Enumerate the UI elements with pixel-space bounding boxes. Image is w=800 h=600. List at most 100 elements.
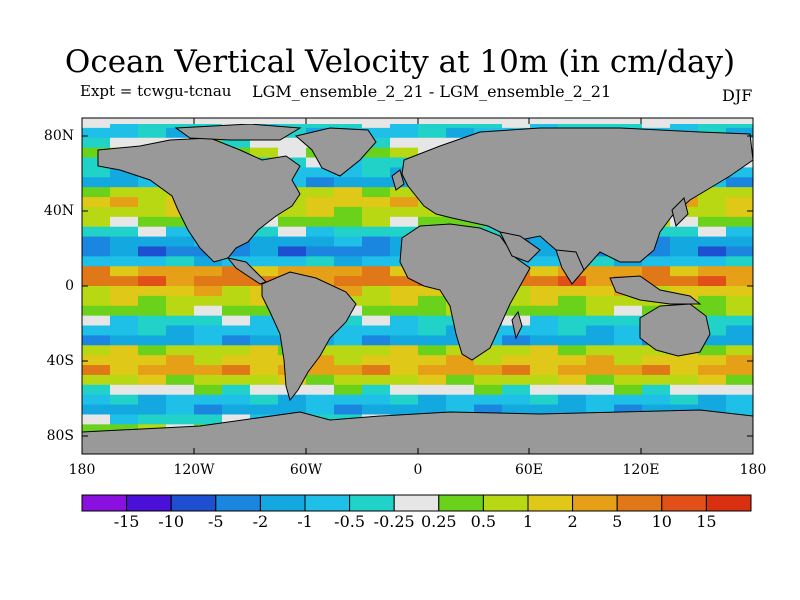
land-eurasia: [401, 127, 753, 271]
velocity-cell: [138, 305, 166, 317]
colorbar-label: 0.25: [420, 512, 457, 531]
velocity-cell: [194, 365, 222, 376]
velocity-cell: [166, 404, 194, 415]
velocity-cell: [306, 394, 334, 406]
velocity-cell: [334, 266, 362, 277]
velocity-cell: [334, 276, 362, 287]
land-british-isles: [391, 169, 405, 191]
velocity-cell: [110, 394, 138, 406]
velocity-cell: [558, 315, 586, 327]
velocity-cell: [138, 365, 166, 376]
velocity-cell: [586, 394, 614, 406]
velocity-cell: [418, 315, 446, 327]
velocity-cell: [530, 325, 558, 336]
velocity-cell: [82, 256, 110, 267]
velocity-cell: [250, 374, 278, 386]
velocity-cell: [698, 246, 726, 257]
velocity-cell: [614, 305, 642, 317]
velocity-cell: [446, 216, 474, 228]
velocity-cell: [138, 236, 166, 247]
velocity-cell: [334, 355, 362, 366]
velocity-cell: [82, 295, 110, 307]
velocity-cell: [390, 216, 418, 228]
velocity-cell: [698, 276, 726, 287]
velocity-cell: [670, 374, 698, 386]
velocity-cell: [614, 374, 642, 386]
velocity-cell: [334, 246, 362, 257]
velocity-cell: [110, 226, 138, 238]
velocity-cell: [334, 315, 362, 327]
velocity-cell: [362, 157, 390, 168]
velocity-cell: [614, 394, 642, 406]
velocity-cell: [166, 276, 194, 287]
velocity-cell: [558, 365, 586, 376]
season-label: DJF: [722, 86, 753, 105]
velocity-cell: [166, 266, 194, 277]
velocity-cell: [726, 295, 753, 307]
velocity-cell: [502, 374, 530, 386]
velocity-cell: [222, 394, 250, 406]
velocity-cell: [530, 295, 558, 307]
velocity-cell: [586, 384, 614, 396]
velocity-cell: [474, 365, 502, 376]
land-africa: [399, 223, 531, 361]
velocity-cell: [586, 335, 614, 346]
velocity-cell: [362, 246, 390, 257]
velocity-cell: [362, 147, 390, 159]
land-south-america: [261, 271, 357, 402]
velocity-cell: [362, 394, 390, 406]
colorbar-swatch: [349, 494, 395, 512]
velocity-cell: [586, 256, 614, 267]
velocity-cell: [306, 246, 334, 257]
colorbar-label: -10: [158, 512, 185, 531]
velocity-cell: [670, 404, 698, 415]
velocity-cell: [82, 315, 110, 327]
velocity-cell: [82, 147, 110, 159]
velocity-cell: [278, 206, 306, 218]
velocity-cell: [166, 384, 194, 396]
velocity-cell: [166, 374, 194, 386]
colorbar-swatch: [527, 494, 574, 512]
colorbar-label: 15: [696, 512, 717, 531]
velocity-cell: [586, 365, 614, 376]
velocity-cell: [334, 345, 362, 356]
velocity-cell: [642, 404, 670, 415]
velocity-cell: [138, 216, 166, 228]
velocity-cell: [222, 315, 250, 327]
velocity-cell: [222, 384, 250, 396]
velocity-cell: [390, 226, 418, 238]
velocity-cell: [362, 374, 390, 386]
velocity-cell: [166, 355, 194, 366]
velocity-cell: [362, 345, 390, 356]
velocity-cell: [362, 404, 390, 415]
velocity-cell: [502, 295, 530, 307]
velocity-cell: [530, 394, 558, 406]
velocity-cell: [138, 206, 166, 218]
velocity-cell: [110, 295, 138, 307]
velocity-cell: [82, 276, 110, 287]
lat-label-80n: 80N: [43, 128, 74, 144]
velocity-cell: [390, 404, 418, 415]
velocity-cell: [82, 246, 110, 257]
velocity-cell: [390, 197, 418, 208]
velocity-cell: [110, 187, 138, 198]
velocity-cell: [362, 305, 390, 317]
velocity-cell: [726, 236, 753, 247]
velocity-cell: [82, 127, 110, 139]
velocity-cell: [222, 374, 250, 386]
velocity-cell: [726, 276, 753, 287]
velocity-cell: [446, 345, 474, 356]
velocity-cell: [698, 365, 726, 376]
velocity-cell: [82, 206, 110, 218]
land-masses: [82, 123, 753, 454]
velocity-cell: [250, 236, 278, 247]
velocity-cell: [586, 325, 614, 336]
velocity-cell: [166, 325, 194, 336]
velocity-cell: [726, 394, 753, 406]
lon-label-180w: 180: [68, 462, 96, 478]
velocity-cell: [642, 266, 670, 277]
velocity-cell: [250, 315, 278, 327]
velocity-cell: [166, 127, 194, 139]
velocity-cell: [82, 305, 110, 317]
velocity-cell: [362, 236, 390, 247]
